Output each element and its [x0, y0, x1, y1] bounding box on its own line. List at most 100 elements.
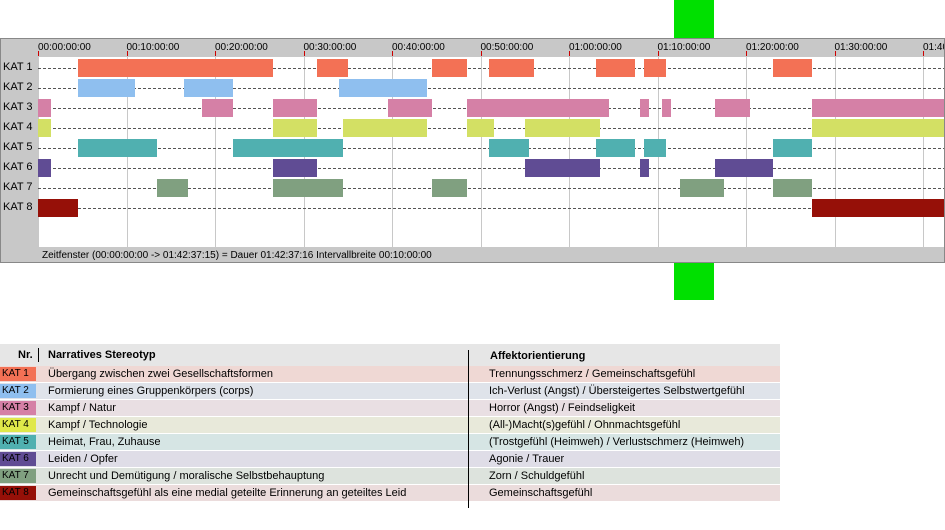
row-dash-line	[38, 88, 944, 89]
legend-badge: KAT 3	[0, 401, 36, 415]
tick-mark	[392, 51, 393, 56]
tick-mark	[923, 51, 924, 56]
timeline-bar[interactable]	[467, 99, 609, 117]
tick-label: 00:40:00:00	[392, 42, 445, 53]
timeline-bar[interactable]	[661, 99, 671, 117]
timeline-bar[interactable]	[77, 79, 136, 97]
timeline-bar[interactable]	[644, 59, 667, 77]
status-bar: Zeitfenster (00:00:00:00 -> 01:42:37:15)…	[42, 250, 432, 261]
legend-head-stereotype: Narratives Stereotyp	[48, 349, 156, 361]
timeline-bar[interactable]	[644, 139, 667, 157]
legend-row: KAT 2 Formierung eines Gruppenkörpers (co…	[0, 383, 780, 399]
timeline-bar[interactable]	[38, 119, 52, 137]
category-label: KAT 7	[3, 181, 33, 193]
timeline-bar[interactable]	[489, 59, 534, 77]
legend-stereotype: Formierung eines Gruppenkörpers (corps)	[48, 385, 254, 397]
tick-label: 01:20:00:00	[746, 42, 799, 53]
legend-affekt: Trennungsschmerz / Gemeinschaftsgefühl	[489, 368, 696, 380]
legend-stereotype: Unrecht und Demütigung / moralische Selb…	[48, 470, 325, 482]
timeline-bar[interactable]	[343, 119, 428, 137]
category-label: KAT 1	[3, 61, 33, 73]
tick-mark	[746, 51, 747, 56]
timeline-plot[interactable]	[38, 57, 944, 247]
timeline-bar[interactable]	[201, 99, 233, 117]
column-divider	[468, 350, 469, 508]
tick-label: 01:00:00:00	[569, 42, 622, 53]
tick-label: 01:40	[923, 42, 944, 53]
tick-mark	[569, 51, 570, 56]
tick-label: 01:30:00:00	[834, 42, 888, 53]
legend-badge: KAT 7	[0, 469, 36, 483]
legend-header-bar	[0, 344, 780, 366]
timeline-bar[interactable]	[38, 199, 78, 217]
timeline-bar[interactable]	[431, 179, 468, 197]
timeline-bar[interactable]	[232, 139, 344, 157]
legend-affekt: Zorn / Schuldgefühl	[489, 470, 585, 482]
timeline-bar[interactable]	[272, 159, 317, 177]
category-label: KAT 8	[3, 201, 33, 213]
legend-head-nr: Nr.	[18, 349, 33, 361]
tick-label: 00:10:00:00	[126, 42, 180, 53]
timeline-bar[interactable]	[772, 179, 813, 197]
legend-row: KAT 7 Unrecht und Demütigung / moralische…	[0, 468, 780, 484]
timeline-bar[interactable]	[639, 159, 649, 177]
timeline-bar[interactable]	[272, 179, 344, 197]
legend-affekt: (All-)Macht(s)gefühl / Ohnmachtsgefühl	[489, 419, 681, 431]
timeline-bar[interactable]	[316, 59, 348, 77]
tick-mark	[126, 51, 128, 56]
timeline-bar[interactable]	[467, 119, 494, 137]
tick-mark	[834, 51, 836, 56]
timeline-bar[interactable]	[715, 159, 773, 177]
legend-badge: KAT 6	[0, 452, 36, 466]
tick-mark	[38, 51, 39, 56]
timeline-bar[interactable]	[772, 59, 813, 77]
legend-badge: KAT 8	[0, 486, 36, 500]
timeline-bar[interactable]	[184, 79, 233, 97]
timeline-panel[interactable]: 00:00:00:00 00:10:00:00 00:20:00:00 00:30:0…	[0, 38, 945, 263]
timeline-bar[interactable]	[38, 99, 52, 117]
category-label: KAT 2	[3, 81, 33, 93]
category-label: KAT 5	[3, 141, 33, 153]
legend-row: KAT 3 Kampf / Natur Horror (Angst) / Feind…	[0, 400, 780, 416]
tick-label: 00:30:00:00	[303, 42, 357, 53]
timeline-bar[interactable]	[679, 179, 724, 197]
timeline-bar[interactable]	[524, 159, 600, 177]
grid-line	[834, 57, 836, 247]
legend-row: KAT 1 Übergang zwischen zwei Gesellschaft…	[0, 366, 780, 382]
timeline-bar[interactable]	[489, 139, 530, 157]
timeline-bar[interactable]	[812, 119, 944, 137]
legend-stereotype: Kampf / Natur	[48, 402, 116, 414]
timeline-bar[interactable]	[157, 179, 189, 197]
legend-stereotype: Heimat, Frau, Zuhause	[48, 436, 161, 448]
category-label: KAT 3	[3, 101, 33, 113]
timeline-bar[interactable]	[77, 59, 273, 77]
row-dash-line	[38, 188, 944, 189]
timeline-bar[interactable]	[272, 99, 317, 117]
timeline-bar[interactable]	[431, 59, 468, 77]
tick-mark	[480, 51, 482, 56]
time-ruler[interactable]: 00:00:00:00 00:10:00:00 00:20:00:00 00:30:0…	[38, 39, 944, 57]
row-dash-line	[38, 208, 944, 209]
legend-table: Nr. Narratives Stereotyp Affektorientier…	[0, 344, 780, 508]
tick-mark	[303, 51, 305, 56]
timeline-bar[interactable]	[38, 159, 52, 177]
timeline-bar[interactable]	[639, 99, 649, 117]
legend-badge: KAT 2	[0, 384, 36, 398]
timeline-bar[interactable]	[77, 139, 158, 157]
legend-stereotype: Kampf / Technologie	[48, 419, 148, 431]
timeline-bar[interactable]	[387, 99, 432, 117]
timeline-bar[interactable]	[595, 139, 636, 157]
legend-affekt: Ich-Verlust (Angst) / Übersteigertes Sel…	[489, 385, 745, 397]
timeline-bar[interactable]	[338, 79, 428, 97]
timeline-bar[interactable]	[272, 119, 317, 137]
legend-row: KAT 6 Leiden / Opfer Agonie / Trauer	[0, 451, 780, 467]
timeline-bar[interactable]	[595, 59, 636, 77]
legend-affekt: Agonie / Trauer	[489, 453, 565, 465]
timeline-bar[interactable]	[812, 199, 944, 217]
timeline-bar[interactable]	[715, 99, 751, 117]
timeline-bar[interactable]	[524, 119, 600, 137]
grid-line	[215, 57, 216, 247]
timeline-bar[interactable]	[772, 139, 813, 157]
timeline-bar[interactable]	[812, 99, 944, 117]
legend-badge: KAT 1	[0, 367, 36, 381]
